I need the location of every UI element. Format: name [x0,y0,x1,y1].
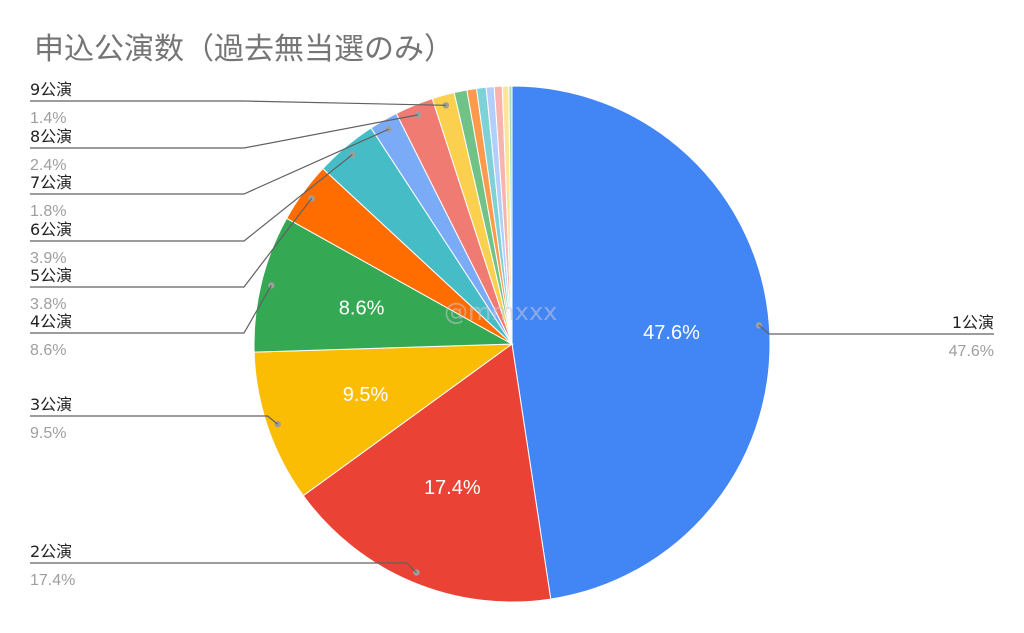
leader-line-9 [30,100,446,106]
pie-slice-4 [253,217,514,353]
category-label-7: 7公演 [30,173,72,192]
leader-line-8 [30,114,419,149]
leader-line-6 [30,154,353,242]
slice-label-2: 17.4% [424,477,481,499]
category-label-4: 4公演 [30,312,72,331]
slice-label-3: 9.5% [343,384,389,406]
pie-slice-1 [511,85,771,600]
slice-label-4: 8.6% [339,297,385,319]
leader-dot-4 [268,282,275,289]
pie-slice-16 [508,85,513,345]
value-label-1: 47.6% [949,343,994,360]
category-label-2: 2公演 [30,542,72,561]
category-label-5: 5公演 [30,266,72,285]
watermark: @mmxxx [444,298,558,326]
pie-slice-2 [302,343,552,603]
chart-title: 申込公演数（過去無当選のみ） [34,32,454,67]
value-label-6: 3.9% [30,250,66,267]
value-label-8: 2.4% [30,157,66,174]
category-label-8: 8公演 [30,127,72,146]
category-label-3: 3公演 [30,395,72,414]
value-label-5: 3.8% [30,296,66,313]
category-label-9: 9公演 [30,80,72,99]
leader-line-1 [758,324,994,335]
slice-label-1: 47.6% [643,322,700,344]
leader-line-7 [30,128,389,195]
value-label-7: 1.8% [30,203,66,220]
leader-line-5 [30,198,313,288]
pie-slice-3 [253,343,514,497]
value-label-9: 1.4% [30,110,66,127]
value-label-2: 17.4% [30,572,75,589]
leader-line-4 [30,285,272,334]
value-label-3: 9.5% [30,425,66,442]
leader-line-2 [30,562,417,573]
value-label-4: 8.6% [30,342,66,359]
category-label-6: 6公演 [30,220,72,239]
leader-line-3 [30,415,279,425]
category-label-1: 1公演 [952,313,994,332]
